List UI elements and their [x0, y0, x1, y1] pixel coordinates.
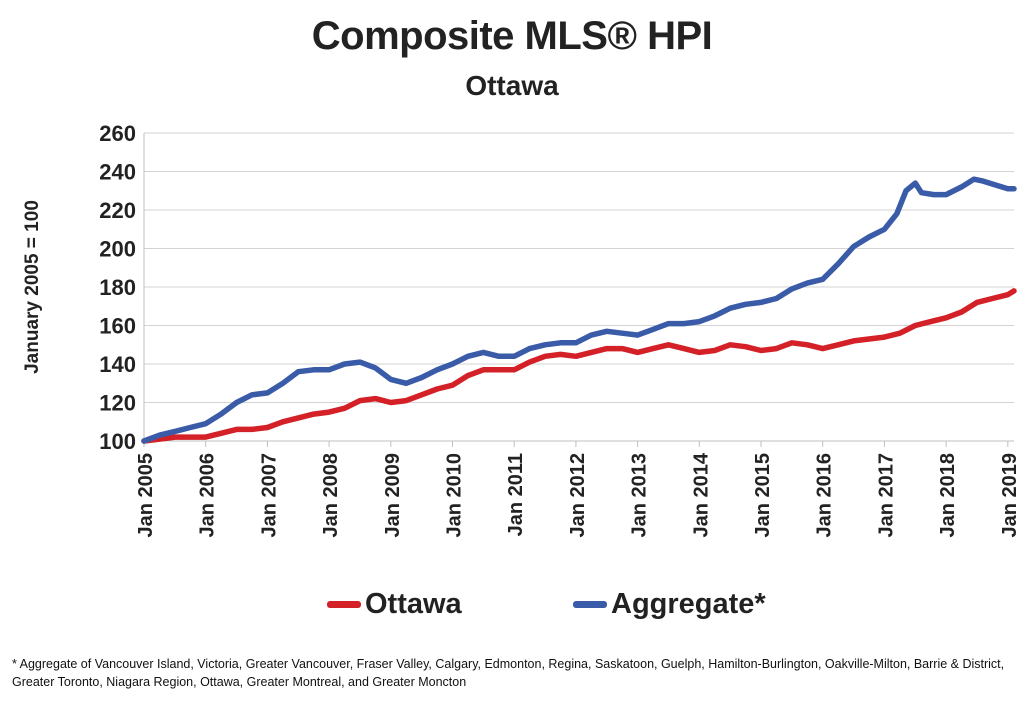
x-tick-label-2018: Jan 2018: [937, 453, 959, 538]
x-tick-label-2009: Jan 2009: [382, 453, 404, 538]
y-tick-label-200: 200: [99, 237, 136, 262]
legend-swatch-ottawa: [327, 601, 361, 608]
x-tick-label-2010: Jan 2010: [444, 453, 466, 538]
chart-subtitle: Ottawa: [465, 70, 559, 101]
y-axis-label: January 2005 = 100: [22, 200, 43, 374]
series-line-ottawa: [141, 288, 1017, 444]
x-tick-label-2015: Jan 2015: [752, 453, 774, 538]
y-tick-label-100: 100: [99, 429, 136, 454]
y-tick-label-180: 180: [99, 275, 136, 300]
x-tick-label-2005: Jan 2005: [135, 453, 157, 538]
x-tick-label-2012: Jan 2012: [567, 453, 589, 538]
y-tick-label-240: 240: [99, 160, 136, 185]
y-tick-label-260: 260: [99, 121, 136, 146]
x-tick-label-2016: Jan 2016: [814, 453, 836, 538]
y-tick-label-220: 220: [99, 198, 136, 223]
x-tick-label-2006: Jan 2006: [197, 453, 219, 538]
legend-label-ottawa: Ottawa: [365, 588, 462, 620]
x-tick-label-2011: Jan 2011: [505, 453, 527, 536]
x-tick-label-2017: Jan 2017: [875, 453, 897, 538]
chart-legend: Ottawa Aggregate*: [0, 588, 1024, 628]
legend-label-aggregate: Aggregate*: [611, 588, 766, 620]
legend-swatch-aggregate: [573, 601, 607, 608]
y-tick-label-160: 160: [99, 314, 136, 339]
footnote: * Aggregate of Vancouver Island, Victori…: [12, 657, 1005, 689]
legend-item-ottawa: Ottawa: [327, 588, 462, 621]
x-tick-label-2008: Jan 2008: [320, 453, 342, 538]
x-tick-label-2013: Jan 2013: [629, 453, 651, 538]
legend-item-aggregate: Aggregate*: [573, 588, 766, 621]
x-tick-label-2014: Jan 2014: [690, 452, 712, 537]
line-chart: 100 120 140 160 180 200 220 240 260 Jan 2005 Jan 2…: [22, 121, 1021, 538]
y-tick-label-140: 140: [99, 352, 136, 377]
x-tick-label-2007: Jan 2007: [258, 453, 280, 538]
x-tick-label-2019: Jan 2019: [999, 453, 1021, 538]
chart-title: Composite MLS® HPI: [311, 14, 713, 58]
series-line-aggregate: [141, 176, 1017, 444]
y-tick-label-120: 120: [99, 391, 136, 416]
